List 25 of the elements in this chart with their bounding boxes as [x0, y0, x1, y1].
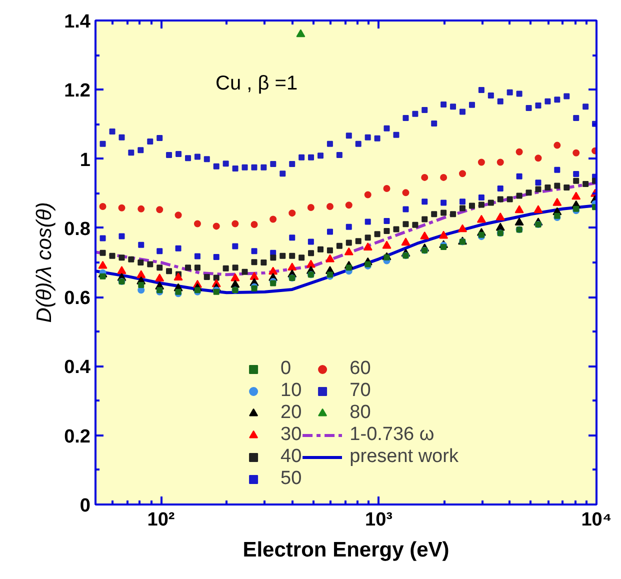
legend-label: 70 — [350, 380, 371, 402]
y-axis-title: D(θ)/λ cos(θ) — [33, 202, 56, 323]
legend-label: 0 — [280, 358, 292, 380]
x-tick-label: 10³ — [365, 510, 393, 530]
legend-label: present work — [350, 446, 458, 468]
y-tick-label: 1.2 — [64, 80, 91, 102]
y-tick-label: 0 — [80, 496, 91, 516]
annotation: Cu , β =1 — [216, 72, 298, 94]
legend-label: 20 — [280, 402, 302, 424]
legend-label: 60 — [350, 358, 371, 380]
y-tick-label: 1 — [80, 150, 91, 171]
x-tick-label: 10⁴ — [581, 510, 612, 530]
y-tick-label: 0.6 — [64, 288, 91, 310]
legend-label: 10 — [280, 380, 302, 402]
y-tick-label: 1.4 — [64, 12, 91, 32]
y-tick-label: 0.4 — [64, 357, 91, 378]
x-axis-title: Electron Energy (eV) — [242, 538, 450, 562]
legend-label: 40 — [280, 446, 302, 468]
y-tick-label: 0.2 — [64, 426, 91, 448]
y-tick-label: 0.8 — [64, 218, 91, 240]
legend-label: 80 — [350, 402, 371, 424]
legend-label: 1-0.736 ω — [350, 424, 434, 446]
x-tick-label: 10² — [147, 510, 175, 530]
legend-label: 50 — [280, 468, 302, 490]
legend-label: 30 — [280, 424, 302, 446]
